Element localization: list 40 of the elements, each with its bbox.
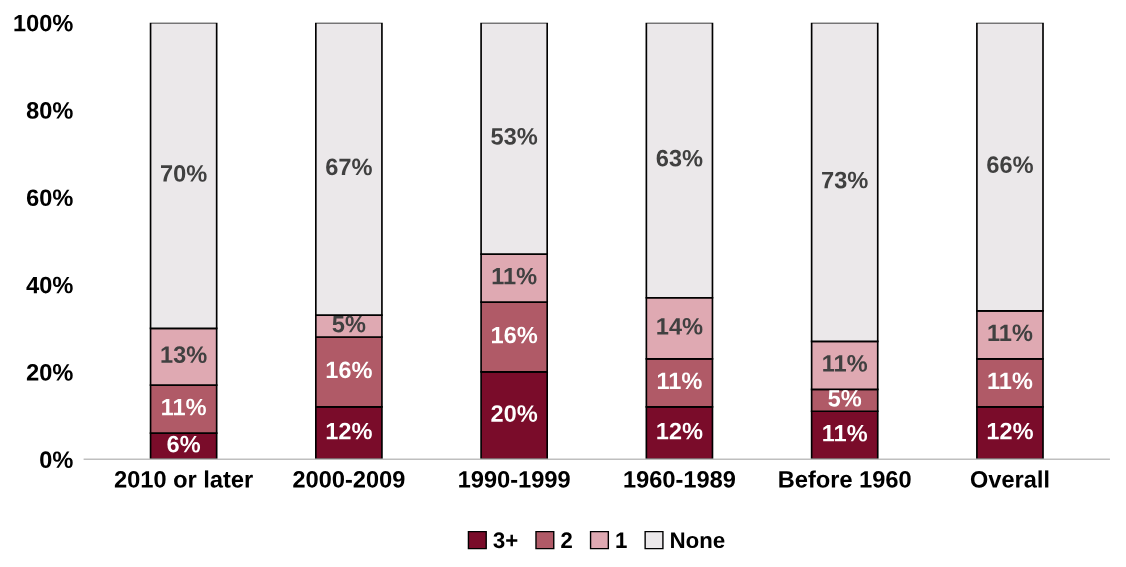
data-label: 11% [492, 267, 537, 285]
y-tick-label: 60% [26, 189, 73, 207]
data-label: 12% [326, 422, 372, 440]
legend-label: 1 [616, 532, 627, 548]
legend-label: 3+ [493, 532, 518, 549]
data-label: 70% [161, 165, 207, 182]
y-tick-label: 0% [40, 451, 73, 469]
data-label: 11% [988, 324, 1033, 342]
x-tick-label: 1960-1989 [624, 471, 735, 488]
data-label: 11% [823, 424, 868, 442]
x-tick-label: 1990-1999 [459, 471, 570, 488]
data-label: 11% [823, 355, 868, 372]
data-label: 63% [656, 149, 703, 167]
data-label: 53% [491, 127, 538, 145]
x-tick-label: 2010 or later [114, 470, 253, 488]
legend-label: 2 [561, 532, 572, 548]
y-tick-label: 80% [26, 102, 73, 119]
x-tick-label: 2000-2009 [293, 471, 405, 488]
y-tick-label: 100% [14, 14, 73, 32]
data-label: 13% [161, 346, 207, 364]
y-tick-label: 20% [26, 364, 73, 381]
y-tick-label: 40% [26, 276, 73, 294]
x-tick-label: Before 1960 [779, 470, 911, 488]
data-label: 5% [332, 315, 366, 333]
data-label: 12% [657, 422, 703, 440]
data-label: 20% [491, 405, 538, 422]
data-label: 11% [988, 372, 1033, 390]
data-label: 5% [828, 390, 862, 407]
data-label: 66% [987, 156, 1033, 174]
data-label: 6% [167, 435, 201, 453]
data-label: 11% [162, 398, 206, 416]
legend-label: None [671, 532, 725, 549]
data-label: 16% [492, 326, 538, 344]
x-tick-label: Overall [970, 470, 1049, 488]
data-label: 14% [657, 317, 703, 335]
data-label: 11% [657, 372, 702, 390]
data-label: 73% [822, 171, 868, 189]
data-label: 67% [326, 158, 372, 176]
data-label: 16% [326, 361, 372, 379]
data-label: 12% [987, 422, 1033, 440]
